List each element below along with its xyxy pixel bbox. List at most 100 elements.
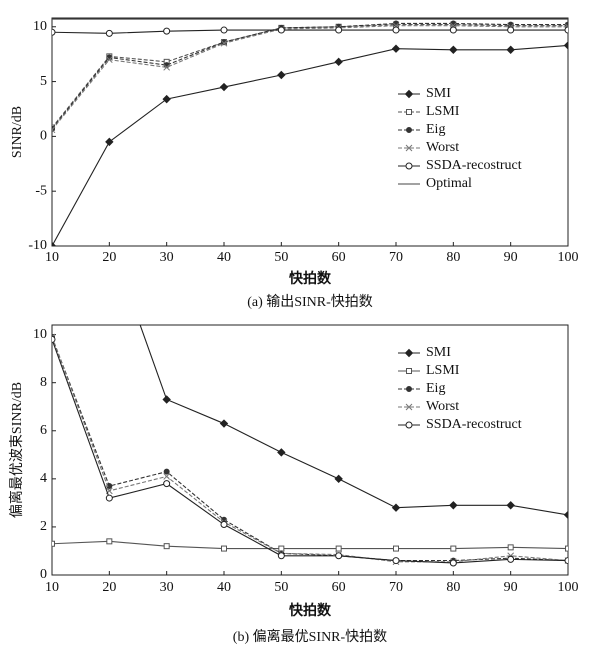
caption: (b) 偏离最优SINR-快拍数 bbox=[233, 628, 387, 645]
marker bbox=[506, 45, 515, 54]
marker bbox=[449, 26, 457, 34]
legend-label: LSMI bbox=[426, 363, 460, 378]
marker bbox=[106, 483, 113, 490]
marker bbox=[564, 557, 568, 565]
marker bbox=[507, 544, 514, 551]
x-tick-label: 90 bbox=[504, 580, 518, 595]
y-tick-label: 10 bbox=[33, 19, 47, 34]
x-tick-label: 40 bbox=[217, 250, 231, 265]
x-tick-label: 80 bbox=[446, 250, 460, 265]
marker bbox=[219, 419, 229, 428]
legend-label: SMI bbox=[426, 345, 451, 360]
marker bbox=[506, 501, 515, 510]
marker bbox=[105, 29, 113, 37]
series-line bbox=[52, 25, 568, 131]
marker bbox=[449, 559, 457, 567]
y-tick-label: 8 bbox=[40, 375, 47, 390]
caption: (a) 输出SINR-快拍数 bbox=[247, 294, 373, 310]
y-tick-label: 5 bbox=[40, 74, 47, 89]
marker bbox=[406, 386, 412, 392]
marker bbox=[507, 555, 515, 563]
marker bbox=[335, 545, 342, 552]
x-tick-label: 70 bbox=[389, 250, 403, 265]
marker bbox=[406, 368, 412, 374]
marker bbox=[391, 503, 401, 512]
marker bbox=[565, 545, 568, 552]
marker bbox=[406, 127, 412, 133]
legend-label: Optimal bbox=[426, 176, 472, 191]
series-line bbox=[52, 336, 568, 563]
marker bbox=[277, 26, 285, 34]
marker bbox=[507, 26, 515, 34]
x-tick-label: 20 bbox=[102, 580, 116, 595]
marker bbox=[392, 557, 400, 565]
marker bbox=[106, 538, 113, 545]
marker bbox=[163, 480, 171, 488]
y-axis-label: 偏离最优波束SINR/dB bbox=[8, 382, 25, 518]
marker bbox=[334, 57, 343, 67]
marker bbox=[163, 543, 170, 550]
plot-frame bbox=[51, 17, 569, 247]
marker bbox=[335, 26, 343, 34]
y-tick-label: 6 bbox=[40, 423, 47, 438]
marker bbox=[105, 137, 114, 147]
x-tick-label: 90 bbox=[504, 250, 518, 265]
y-tick-label: 2 bbox=[40, 519, 47, 534]
marker bbox=[52, 28, 56, 36]
marker bbox=[450, 545, 457, 552]
x-tick-label: 50 bbox=[274, 250, 288, 265]
x-tick-label: 70 bbox=[389, 580, 403, 595]
marker bbox=[163, 27, 171, 35]
legend-label: LSMI bbox=[426, 104, 460, 119]
marker bbox=[220, 521, 228, 529]
plot-area bbox=[52, 18, 568, 246]
marker bbox=[162, 94, 171, 104]
y-tick-label: -10 bbox=[28, 238, 47, 253]
series-line bbox=[52, 336, 568, 562]
series-line bbox=[52, 22, 568, 130]
series-line bbox=[52, 44, 568, 246]
marker bbox=[406, 109, 412, 115]
legend-label: Eig bbox=[426, 381, 445, 396]
plot-area bbox=[52, 235, 568, 567]
legend-label: Eig bbox=[426, 122, 445, 137]
x-axis-label: 快拍数 bbox=[289, 602, 332, 619]
x-axis-label: 快拍数 bbox=[289, 270, 332, 287]
marker bbox=[392, 26, 400, 34]
marker bbox=[105, 56, 113, 64]
x-tick-label: 100 bbox=[558, 250, 579, 265]
marker bbox=[404, 89, 414, 99]
marker bbox=[277, 448, 286, 457]
marker bbox=[405, 144, 413, 152]
x-tick-label: 50 bbox=[274, 580, 288, 595]
y-tick-label: 0 bbox=[40, 567, 47, 582]
marker bbox=[405, 403, 413, 411]
marker bbox=[219, 82, 229, 92]
legend-label: SSDA-recostruct bbox=[426, 158, 522, 173]
marker bbox=[564, 26, 568, 34]
marker bbox=[52, 126, 56, 134]
marker bbox=[449, 45, 458, 54]
marker bbox=[106, 235, 113, 242]
legend-label: SSDA-recostruct bbox=[426, 417, 522, 432]
plot-frame bbox=[51, 324, 569, 576]
marker bbox=[277, 552, 285, 560]
x-tick-label: 30 bbox=[160, 580, 174, 595]
marker bbox=[405, 421, 413, 429]
marker bbox=[563, 510, 568, 520]
x-tick-label: 10 bbox=[45, 250, 59, 265]
marker bbox=[391, 44, 401, 53]
marker bbox=[449, 501, 458, 510]
marker bbox=[278, 545, 285, 552]
series-line bbox=[52, 540, 568, 550]
marker bbox=[563, 41, 568, 50]
x-tick-label: 30 bbox=[160, 250, 174, 265]
series-line bbox=[52, 24, 568, 128]
marker bbox=[163, 63, 171, 71]
x-tick-label: 80 bbox=[446, 580, 460, 595]
marker bbox=[334, 474, 343, 484]
marker bbox=[393, 545, 399, 552]
series-line bbox=[52, 339, 568, 564]
x-tick-label: 20 bbox=[102, 250, 116, 265]
